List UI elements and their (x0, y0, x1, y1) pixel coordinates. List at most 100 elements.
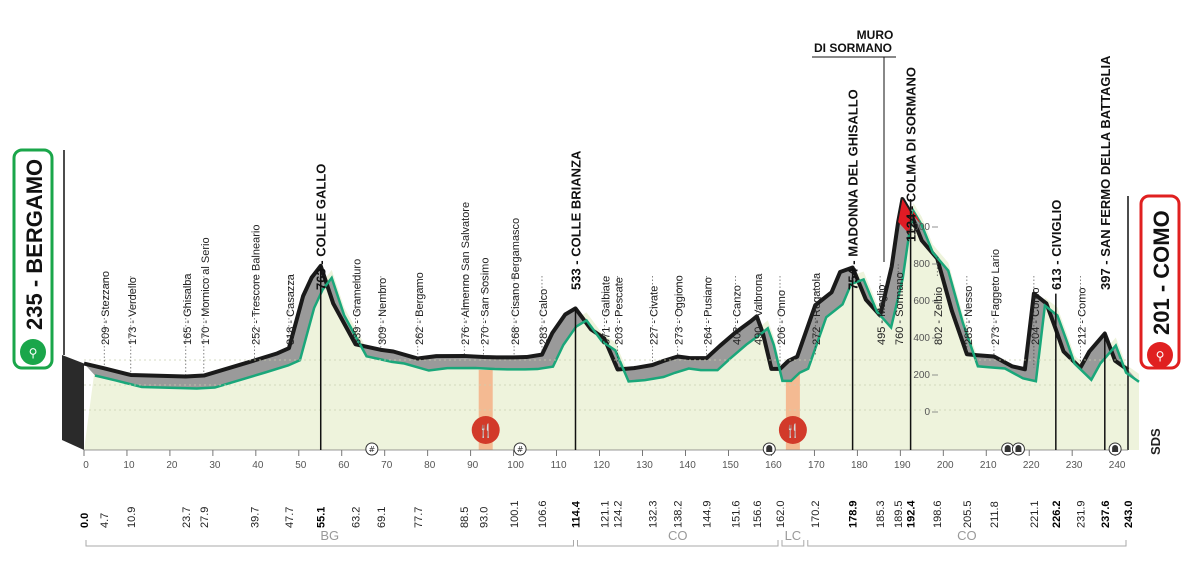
province-bracket (807, 540, 1127, 547)
km-label: 4.7 (99, 513, 111, 528)
point-label: 318 - Casazza (285, 273, 297, 345)
x-tick-label: 40 (252, 460, 264, 471)
point-label: 802 - Zelbio (933, 287, 945, 345)
x-tick-label: 150 (722, 460, 739, 471)
km-label: 178.9 (848, 500, 860, 528)
point-label: 173 - Verdello (127, 277, 139, 345)
point-label: 262 - Bergamo (414, 272, 426, 345)
km-label: 226.2 (1051, 500, 1063, 528)
point-label: 402 - Canzo (731, 285, 743, 345)
point-label: 763 - COLLE GALLO (314, 164, 329, 290)
point-label: 283 - Calco (538, 289, 550, 345)
km-label: 151.6 (730, 500, 742, 528)
km-label: 156.6 (752, 500, 764, 528)
km-label: 27.9 (199, 507, 211, 528)
x-tick-label: 190 (894, 460, 911, 471)
x-axis-ticks: 0 10 20 30 40 50 60 70 80 90 100 110 120 130 140 150 160… (83, 449, 1128, 471)
point-label: 212 - Como (1076, 288, 1088, 345)
point-label: 339 - Gramelduro (352, 259, 364, 345)
point-label: 165 - Ghisalba (182, 273, 194, 345)
altitude-tick-label: 400 (913, 333, 930, 344)
ground-fill (84, 203, 1139, 450)
x-tick-label: 90 (467, 460, 479, 471)
province-label: LC (785, 528, 802, 543)
altitude-scale: 0 200 400 600 800 1000 (908, 222, 938, 418)
muro-label-line1: MURO (857, 28, 894, 42)
point-label: 252 - Trescore Balneario (251, 225, 263, 345)
province-bracket (576, 540, 779, 547)
x-tick-label: 70 (381, 460, 393, 471)
cyclist-start-icon (20, 339, 46, 365)
rail-icon: # (369, 445, 376, 454)
km-labels: 0.0 4.7 10.9 23.7 27.9 39.7 47.7 55.1 63.2 69.1 77… (79, 500, 1135, 528)
km-label: 106.6 (537, 500, 549, 528)
point-label: 309 - Nembro (377, 278, 389, 345)
km-label: 205.5 (962, 500, 974, 528)
x-tick-label: 20 (166, 460, 178, 471)
x-tick-label: 80 (424, 460, 436, 471)
muro-label-line2: DI SORMANO (814, 41, 892, 55)
km-label: 162.0 (775, 500, 787, 528)
km-label: 10.9 (126, 507, 138, 528)
km-label: 0.0 (79, 513, 91, 528)
km-label: 124.2 (613, 500, 625, 528)
province-label: CO (668, 528, 688, 543)
km-label: 192.4 (906, 500, 918, 528)
fork-knife-icon: 🍴 (785, 423, 801, 439)
x-tick-label: 10 (123, 460, 135, 471)
point-labels: 209 - Stezzano 173 - Verdello 165 - Ghisal… (100, 55, 1113, 345)
province-bracket (85, 540, 574, 547)
point-label: 268 - Cisano Bergamasco (510, 218, 522, 345)
province-bracket (781, 540, 805, 547)
finish-label: 201 - COMO (1149, 210, 1174, 335)
logo: SDS (1148, 428, 1163, 455)
fork-knife-icon: 🍴 (478, 423, 494, 439)
altitude-tick-label: 1000 (908, 222, 931, 233)
x-tick-label: 240 (1109, 460, 1126, 471)
grid-lines (84, 359, 1128, 411)
point-label: 276 - Almenno San Salvatore (460, 202, 472, 345)
km-label: 211.8 (989, 501, 1001, 528)
km-label: 231.9 (1075, 500, 1087, 528)
point-label: 495 - Maglio (876, 284, 888, 345)
x-tick-label: 60 (338, 460, 350, 471)
province-label: CO (957, 528, 977, 543)
km-label: 144.9 (702, 500, 714, 528)
point-label: 371 - Galbiate (600, 276, 612, 345)
x-tick-label: 230 (1066, 460, 1083, 471)
x-tick-label: 170 (808, 460, 825, 471)
x-tick-label: 100 (507, 460, 524, 471)
km-label: 55.1 (316, 507, 328, 528)
profile-area (62, 150, 1140, 450)
km-label: 69.1 (376, 507, 388, 528)
x-tick-label: 180 (851, 460, 868, 471)
km-label: 221.1 (1029, 500, 1041, 528)
point-label: 273 - Oggiono (674, 275, 686, 345)
point-label: 533 - COLLE BRIANZA (568, 150, 583, 290)
x-tick-label: 160 (765, 460, 782, 471)
point-label: 264 - Pusiano (703, 277, 715, 345)
point-label: 209 - Stezzano (100, 271, 112, 345)
x-tick-label: 200 (937, 460, 954, 471)
km-label: 237.6 (1100, 500, 1112, 528)
point-label: 285 - Nesso (963, 286, 975, 345)
point-label: 206 - Onno (776, 290, 788, 345)
profile-left-wall (62, 355, 84, 450)
point-label: 273 - Faggeto Lario (990, 249, 1002, 345)
point-label: 490 - Valbrona (753, 273, 765, 345)
km-label: 189.5 (893, 500, 905, 528)
x-tick-label: 0 (83, 460, 89, 471)
point-label: 270 - San Sosimo (480, 258, 492, 345)
point-label: 203 - Pescate (614, 277, 626, 345)
altitude-tick-label: 800 (913, 259, 930, 270)
tunnel-glyph (1112, 445, 1119, 452)
km-label: 23.7 (181, 507, 193, 528)
level-crossing-icon (513, 442, 527, 456)
point-label: 227 - Civate (648, 286, 660, 345)
km-label: 88.5 (459, 507, 471, 528)
point-label: 397 - SAN FERMO DELLA BATTAGLIA (1098, 55, 1113, 290)
feed-zone-icon (778, 416, 807, 444)
km-label: 100.1 (509, 500, 521, 528)
x-tick-label: 210 (980, 460, 997, 471)
